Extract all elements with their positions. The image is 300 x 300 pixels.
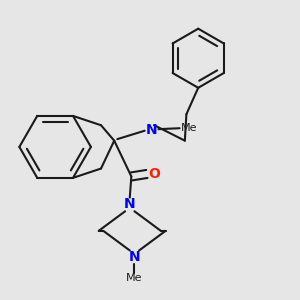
- Text: N: N: [129, 250, 140, 264]
- Text: N: N: [124, 197, 136, 212]
- Text: N: N: [146, 123, 158, 137]
- Text: Me: Me: [181, 123, 198, 133]
- Text: Me: Me: [126, 272, 143, 283]
- Text: O: O: [148, 167, 160, 181]
